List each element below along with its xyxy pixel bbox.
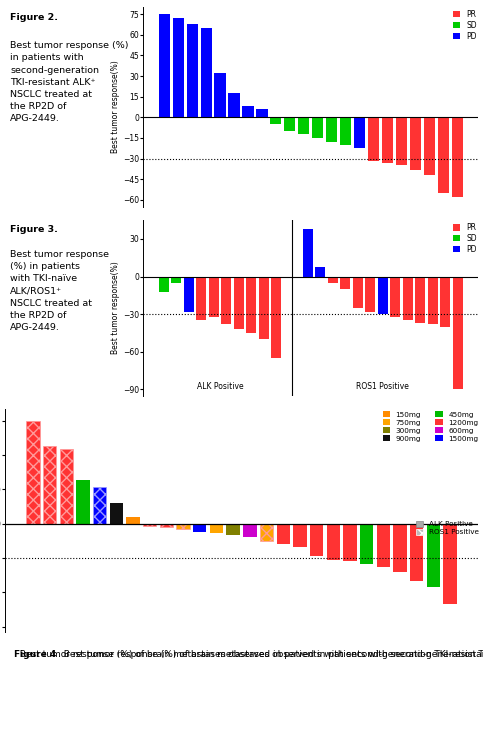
Bar: [277, 523, 290, 544]
Bar: [193, 523, 206, 531]
Legend: ALK Positive, ROS1 Positive: ALK Positive, ROS1 Positive: [415, 520, 479, 536]
Text: Figure 3.: Figure 3.: [10, 226, 58, 235]
Bar: [158, 276, 169, 292]
Bar: [228, 92, 240, 117]
Text: Best tumor response
(%) in patients
with TKI-naïve
ALK/ROS1⁺
NSCLC treated at
th: Best tumor response (%) in patients with…: [10, 250, 109, 332]
Text: ROS1 Positive: ROS1 Positive: [356, 383, 409, 391]
Bar: [270, 117, 282, 124]
Bar: [303, 229, 313, 276]
Bar: [143, 523, 156, 526]
Bar: [171, 276, 181, 283]
Bar: [452, 117, 463, 197]
Text: Figure 2.: Figure 2.: [10, 13, 58, 22]
Bar: [377, 523, 390, 567]
Bar: [340, 276, 350, 289]
Legend: PR, SD, PD: PR, SD, PD: [452, 9, 478, 42]
Bar: [27, 421, 40, 523]
Bar: [410, 523, 423, 581]
Bar: [393, 523, 407, 572]
Bar: [93, 487, 106, 523]
Bar: [110, 503, 123, 523]
Bar: [443, 523, 456, 604]
Bar: [76, 480, 90, 523]
Bar: [184, 276, 194, 312]
Bar: [200, 28, 212, 117]
Bar: [260, 523, 273, 541]
Bar: [426, 523, 440, 586]
Bar: [310, 523, 323, 556]
Text: ALK Positive: ALK Positive: [197, 383, 243, 391]
Bar: [246, 276, 256, 333]
Bar: [186, 24, 198, 117]
Bar: [242, 106, 254, 117]
Bar: [243, 523, 256, 537]
Bar: [172, 18, 184, 117]
Y-axis label: Best tumor response(%): Best tumor response(%): [112, 61, 120, 153]
Bar: [293, 523, 307, 547]
Bar: [396, 117, 407, 166]
Bar: [298, 117, 310, 134]
Bar: [415, 276, 426, 323]
Bar: [221, 276, 231, 324]
Bar: [340, 117, 351, 145]
Text: Best tumor response (%)
in patients with
second-generation
TKI-resistant ALK⁺
NS: Best tumor response (%) in patients with…: [10, 41, 128, 123]
Bar: [428, 276, 438, 324]
Bar: [438, 117, 449, 193]
Bar: [43, 446, 57, 523]
Bar: [453, 276, 463, 389]
Bar: [160, 523, 173, 527]
Legend: PR, SD, PD: PR, SD, PD: [452, 222, 478, 254]
Y-axis label: Best tumor response(%): Best tumor response(%): [112, 262, 120, 354]
Bar: [327, 523, 340, 560]
Bar: [259, 276, 269, 339]
Bar: [326, 117, 337, 142]
Bar: [176, 523, 190, 529]
Bar: [315, 267, 325, 276]
Bar: [227, 523, 240, 535]
Bar: [424, 117, 435, 175]
Text: . Best tumor response (%) of brain metastases observed in patients with second-g: . Best tumor response (%) of brain metas…: [14, 650, 483, 659]
Bar: [378, 276, 388, 314]
Bar: [368, 117, 379, 161]
Bar: [343, 523, 356, 561]
Bar: [127, 517, 140, 523]
Bar: [234, 276, 244, 329]
Bar: [353, 276, 363, 308]
Bar: [284, 117, 296, 131]
Bar: [158, 14, 170, 117]
Bar: [209, 276, 219, 317]
Text: Figure 4: Figure 4: [14, 650, 57, 659]
Bar: [360, 523, 373, 564]
Bar: [210, 523, 223, 533]
Bar: [60, 449, 73, 523]
Bar: [390, 276, 400, 317]
Bar: [354, 117, 365, 147]
Bar: [382, 117, 393, 163]
Bar: [214, 73, 226, 117]
Bar: [327, 276, 338, 283]
Bar: [271, 276, 282, 358]
Text: . Best tumor response (%) of brain metastases observed in patients with second-g: . Best tumor response (%) of brain metas…: [57, 650, 483, 659]
Bar: [196, 276, 206, 320]
Bar: [403, 276, 413, 320]
Bar: [256, 109, 268, 117]
Bar: [410, 117, 421, 169]
Bar: [312, 117, 323, 138]
Bar: [440, 276, 451, 327]
Bar: [365, 276, 375, 312]
